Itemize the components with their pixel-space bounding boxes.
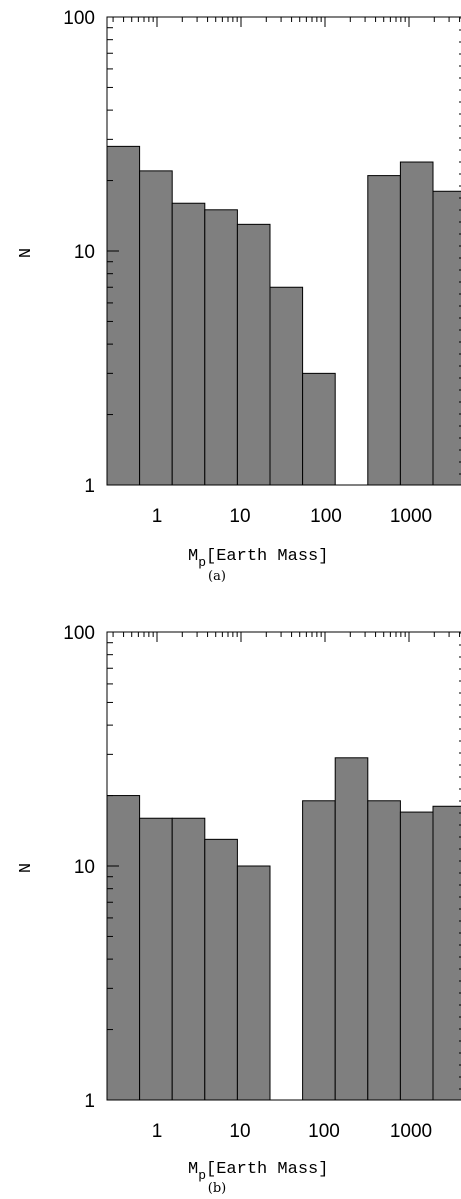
bar-2 xyxy=(139,817,173,1101)
bar-6 xyxy=(269,286,304,486)
bar-9 xyxy=(367,800,401,1101)
bar-9 xyxy=(367,175,401,486)
x-tick-label: 10 xyxy=(229,1121,250,1142)
histogram-panel-b: 1 10 100 1 10 100 1000 N Mp[Earth Mass](b) xyxy=(17,623,461,1196)
bar-5 xyxy=(236,223,271,486)
bar-7 xyxy=(302,800,336,1101)
x-tick-label: 1 xyxy=(152,1121,163,1142)
bar-1 xyxy=(106,795,141,1101)
bar-7 xyxy=(302,372,336,486)
x-tick-label: 1000 xyxy=(390,506,432,527)
y-tick-label: 1 xyxy=(84,1091,95,1112)
bar-11 xyxy=(432,190,461,486)
bar-3 xyxy=(171,202,206,486)
x-axis-title: Mp[Earth Mass] xyxy=(188,547,328,570)
y-tick-label: 100 xyxy=(63,623,95,644)
bar-11 xyxy=(432,805,461,1101)
x-tick-label: 1000 xyxy=(390,1121,432,1142)
y-tick-label: 10 xyxy=(74,857,95,878)
panel-caption: (a) xyxy=(208,569,226,584)
bar-8 xyxy=(334,757,369,1101)
bar-4 xyxy=(204,209,238,486)
y-axis-title: N xyxy=(17,863,36,873)
y-tick-label: 1 xyxy=(84,476,95,497)
x-tick-label: 10 xyxy=(229,506,250,527)
bar-4 xyxy=(204,838,238,1101)
y-tick-label: 10 xyxy=(74,242,95,263)
panel-caption: (b) xyxy=(208,1181,226,1196)
bar-10 xyxy=(399,161,434,486)
x-tick-label: 1 xyxy=(152,506,163,527)
x-tick-label: 100 xyxy=(308,1121,340,1142)
bar-10 xyxy=(399,811,434,1101)
bar-5 xyxy=(236,865,271,1101)
histogram-panel-a: 1 10 100 1 10 100 1000 N Mp[Earth Mass](a) xyxy=(17,8,461,584)
bar-3 xyxy=(171,817,206,1101)
bar-2 xyxy=(139,170,173,486)
bar-1 xyxy=(106,145,141,486)
x-axis-title: Mp[Earth Mass] xyxy=(188,1160,328,1183)
x-tick-label: 100 xyxy=(310,506,342,527)
y-tick-label: 100 xyxy=(63,8,95,29)
y-axis-title: N xyxy=(17,248,36,258)
